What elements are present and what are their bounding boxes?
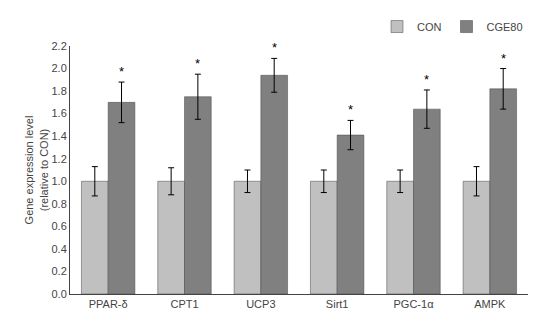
svg-text:1.2: 1.2 [52, 153, 67, 165]
svg-text:0.4: 0.4 [52, 243, 67, 255]
svg-text:*: * [119, 64, 124, 79]
svg-text:2.2: 2.2 [52, 40, 67, 52]
svg-text:CPT1: CPT1 [170, 298, 198, 310]
svg-text:0.8: 0.8 [52, 198, 67, 210]
svg-text:1.4: 1.4 [52, 130, 67, 142]
svg-text:*: * [348, 102, 353, 117]
svg-text:AMPK: AMPK [474, 298, 506, 310]
svg-text:*: * [272, 40, 277, 55]
svg-text:*: * [424, 72, 429, 87]
svg-text:Gene expression level(relative: Gene expression level(relative to CON) [23, 116, 49, 225]
svg-text:CGE80: CGE80 [487, 21, 523, 33]
svg-text:UCP3: UCP3 [246, 298, 275, 310]
svg-text:*: * [195, 56, 200, 71]
svg-text:*: * [501, 51, 506, 66]
svg-text:0.6: 0.6 [52, 220, 67, 232]
svg-text:1.0: 1.0 [52, 175, 67, 187]
svg-text:0.0: 0.0 [52, 288, 67, 300]
svg-text:2.0: 2.0 [52, 62, 67, 74]
svg-text:0.2: 0.2 [52, 265, 67, 277]
svg-text:PPAR-δ: PPAR-δ [89, 298, 128, 310]
svg-text:PGC-1α: PGC-1α [394, 298, 435, 310]
svg-text:CON: CON [417, 21, 442, 33]
svg-text:1.6: 1.6 [52, 107, 67, 119]
svg-text:Sirt1: Sirt1 [326, 298, 349, 310]
svg-text:1.8: 1.8 [52, 85, 67, 97]
